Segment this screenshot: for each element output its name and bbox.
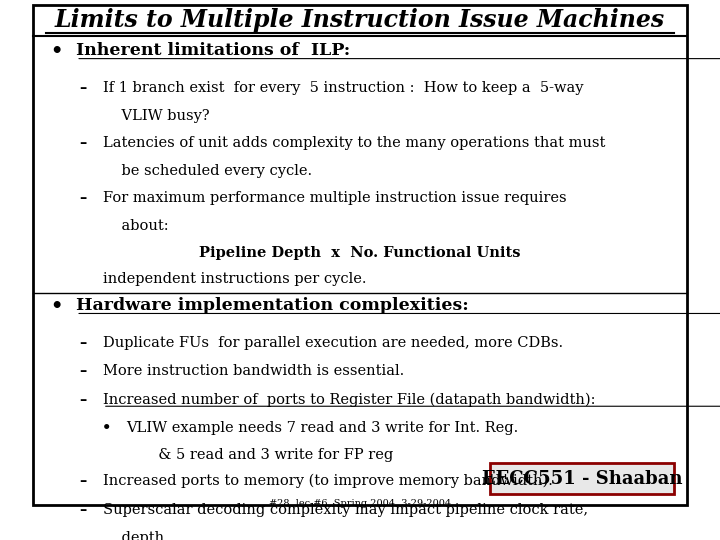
Text: Latencies of unit adds complexity to the many operations that must: Latencies of unit adds complexity to the… — [103, 136, 606, 150]
Text: Limits to Multiple Instruction Issue Machines: Limits to Multiple Instruction Issue Mac… — [55, 9, 665, 32]
Text: VLIW busy?: VLIW busy? — [103, 109, 210, 123]
Text: Increased ports to memory (to improve memory bandwidth).: Increased ports to memory (to improve me… — [103, 474, 553, 488]
FancyBboxPatch shape — [490, 463, 674, 495]
Text: –: – — [79, 474, 86, 488]
Text: –: – — [79, 364, 86, 378]
Text: •: • — [50, 42, 63, 60]
Text: •: • — [102, 421, 111, 435]
Text: & 5 read and 3 write for FP reg: & 5 read and 3 write for FP reg — [126, 448, 394, 462]
Text: –: – — [79, 393, 86, 407]
Text: –: – — [79, 80, 86, 94]
Text: Superscalar decoding complexity may impact pipeline clock rate,: Superscalar decoding complexity may impa… — [103, 503, 588, 517]
Text: Hardware implementation complexities:: Hardware implementation complexities: — [76, 298, 469, 314]
Text: –: – — [79, 136, 86, 150]
Text: –: – — [79, 335, 86, 349]
Text: be scheduled every cycle.: be scheduled every cycle. — [103, 164, 312, 178]
Text: Increased number of  ports to Register File (datapath bandwidth):: Increased number of ports to Register Fi… — [103, 393, 595, 407]
Text: #28  lec #6  Spring 2004  3-29-2004: #28 lec #6 Spring 2004 3-29-2004 — [269, 499, 451, 508]
Text: More instruction bandwidth is essential.: More instruction bandwidth is essential. — [103, 364, 404, 378]
Text: Duplicate FUs  for parallel execution are needed, more CDBs.: Duplicate FUs for parallel execution are… — [103, 335, 563, 349]
Text: independent instructions per cycle.: independent instructions per cycle. — [103, 272, 366, 286]
Text: EECC551 - Shaaban: EECC551 - Shaaban — [482, 470, 683, 488]
Text: about:: about: — [103, 219, 168, 233]
Text: depth.: depth. — [103, 531, 168, 540]
Text: If 1 branch exist  for every  5 instruction :  How to keep a  5-way: If 1 branch exist for every 5 instructio… — [103, 80, 583, 94]
Text: Pipeline Depth  x  No. Functional Units: Pipeline Depth x No. Functional Units — [199, 246, 521, 260]
Text: –: – — [79, 503, 86, 517]
Text: VLIW example needs 7 read and 3 write for Int. Reg.: VLIW example needs 7 read and 3 write fo… — [126, 421, 518, 435]
FancyBboxPatch shape — [32, 5, 688, 504]
Text: •: • — [50, 297, 63, 315]
Text: For maximum performance multiple instruction issue requires: For maximum performance multiple instruc… — [103, 191, 567, 205]
Text: –: – — [79, 191, 86, 205]
Text: Inherent limitations of  ILP:: Inherent limitations of ILP: — [76, 43, 351, 59]
